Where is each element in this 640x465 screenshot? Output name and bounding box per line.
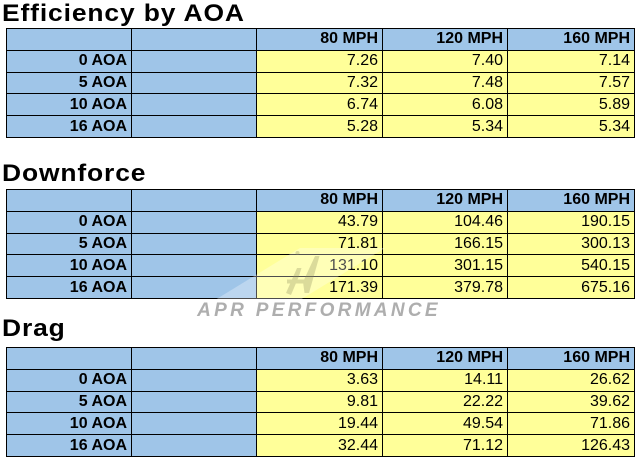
svg-text:APR PERFORMANCE: APR PERFORMANCE [196, 300, 441, 321]
